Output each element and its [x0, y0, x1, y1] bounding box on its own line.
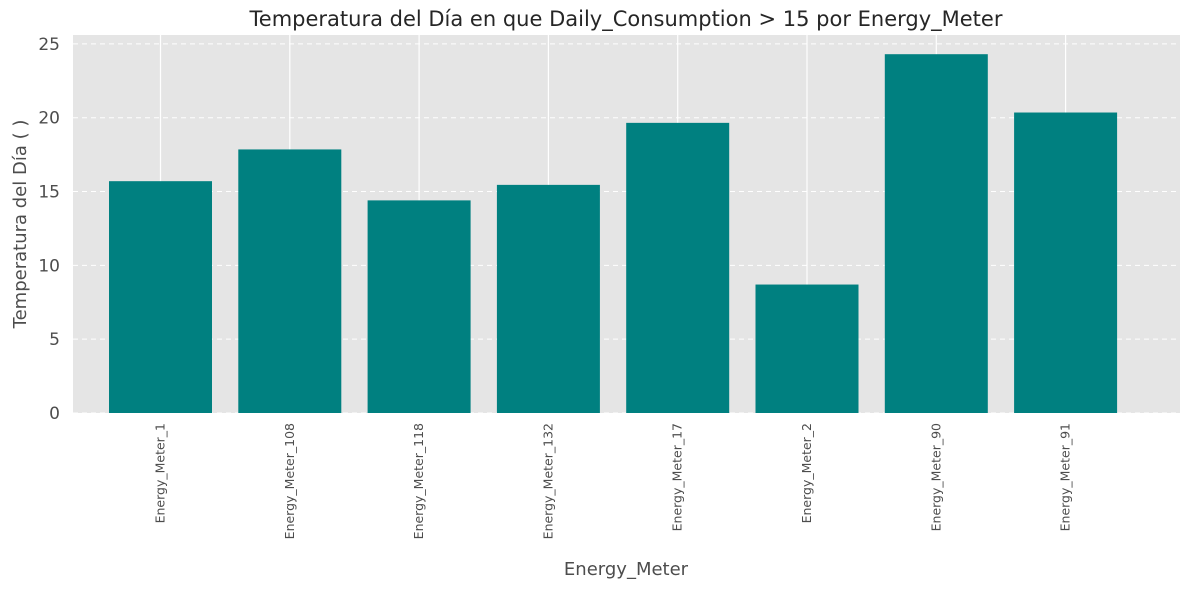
bar	[109, 181, 212, 413]
x-tick-label: Energy_Meter_90	[928, 423, 943, 531]
chart-title: Temperatura del Día en que Daily_Consump…	[249, 7, 1003, 32]
bar	[755, 284, 859, 413]
y-tick-label: 20	[38, 109, 60, 129]
y-tick-label: 0	[49, 404, 60, 424]
x-tick-label: Energy_Meter_132	[540, 423, 555, 539]
x-tick-label: Energy_Meter_17	[670, 423, 685, 531]
x-tick-label: Energy_Meter_1	[153, 423, 168, 523]
bars	[109, 54, 1118, 413]
bar	[1014, 112, 1118, 413]
x-tick-label: Energy_Meter_108	[282, 423, 297, 539]
y-tick-label: 15	[38, 183, 60, 203]
x-tick-label: Energy_Meter_91	[1058, 423, 1073, 531]
y-tick-label: 10	[38, 256, 60, 276]
y-tick-labels: 0 5 10 15 20 25	[38, 35, 60, 424]
bar	[626, 122, 730, 413]
x-tick-labels: Energy_Meter_1 Energy_Meter_108 Energy_Met…	[153, 423, 1073, 539]
bar	[367, 200, 471, 413]
x-tick-label: Energy_Meter_2	[799, 423, 814, 523]
y-axis-label: Temperatura del Día ( )	[10, 120, 31, 330]
bar	[884, 54, 988, 413]
x-tick-label: Energy_Meter_118	[411, 423, 426, 539]
bar	[238, 149, 342, 413]
x-axis-label: Energy_Meter	[564, 559, 689, 580]
y-tick-label: 25	[38, 35, 60, 55]
bar	[496, 184, 600, 413]
y-tick-label: 5	[49, 330, 60, 350]
